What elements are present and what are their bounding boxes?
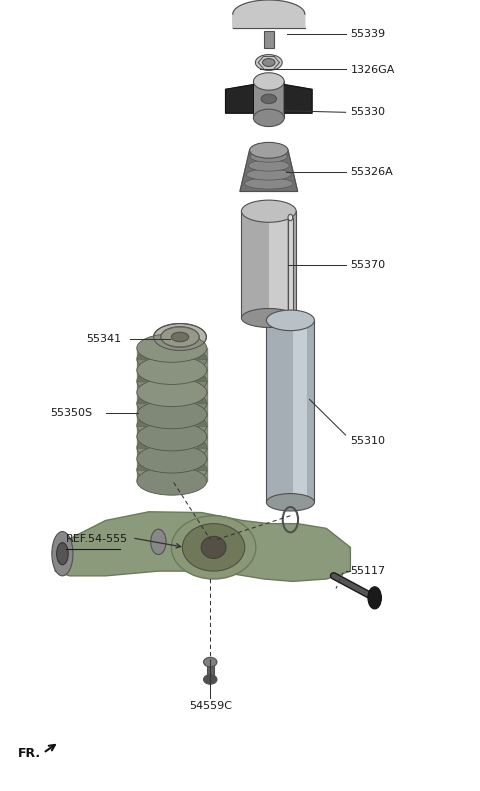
Text: 55310: 55310 xyxy=(350,436,385,445)
Bar xyxy=(266,320,314,502)
Ellipse shape xyxy=(248,160,289,171)
Ellipse shape xyxy=(52,532,73,576)
Polygon shape xyxy=(240,150,298,191)
Text: 55330: 55330 xyxy=(350,108,385,117)
Text: FR.: FR. xyxy=(18,747,41,759)
Polygon shape xyxy=(284,85,312,113)
Ellipse shape xyxy=(137,467,207,495)
Bar xyxy=(253,81,284,118)
Bar xyxy=(207,662,214,679)
Ellipse shape xyxy=(244,178,293,189)
Ellipse shape xyxy=(137,334,207,362)
Ellipse shape xyxy=(171,516,256,579)
Ellipse shape xyxy=(161,327,199,347)
Ellipse shape xyxy=(266,494,314,511)
Ellipse shape xyxy=(137,389,207,418)
Ellipse shape xyxy=(368,587,382,609)
Ellipse shape xyxy=(288,214,293,221)
Ellipse shape xyxy=(137,367,207,396)
Text: 55341: 55341 xyxy=(86,334,121,343)
Ellipse shape xyxy=(263,59,275,66)
Ellipse shape xyxy=(250,151,288,162)
Ellipse shape xyxy=(253,109,284,127)
Bar xyxy=(288,218,293,316)
Ellipse shape xyxy=(151,529,166,554)
Ellipse shape xyxy=(137,345,207,373)
Ellipse shape xyxy=(154,324,206,350)
Ellipse shape xyxy=(204,675,217,684)
Ellipse shape xyxy=(137,433,207,462)
Text: 55370: 55370 xyxy=(350,260,385,270)
Text: 55339: 55339 xyxy=(350,29,385,39)
Ellipse shape xyxy=(182,524,245,571)
Text: 55326A: 55326A xyxy=(350,168,393,177)
Text: 55117: 55117 xyxy=(350,566,385,576)
Ellipse shape xyxy=(241,308,296,327)
Polygon shape xyxy=(233,0,305,28)
Ellipse shape xyxy=(204,657,217,667)
Bar xyxy=(293,320,307,502)
Bar xyxy=(264,31,274,48)
Text: 54559C: 54559C xyxy=(190,701,233,710)
Ellipse shape xyxy=(266,310,314,331)
Ellipse shape xyxy=(253,73,284,90)
Ellipse shape xyxy=(137,445,207,473)
Ellipse shape xyxy=(137,456,207,484)
Ellipse shape xyxy=(288,313,293,320)
Text: 1326GA: 1326GA xyxy=(350,65,395,74)
Ellipse shape xyxy=(261,94,276,104)
Text: REF.54-555: REF.54-555 xyxy=(66,535,128,544)
Ellipse shape xyxy=(250,142,288,158)
Ellipse shape xyxy=(137,411,207,440)
Polygon shape xyxy=(226,85,253,113)
Ellipse shape xyxy=(171,332,189,342)
Ellipse shape xyxy=(246,169,291,180)
Polygon shape xyxy=(55,512,350,581)
Ellipse shape xyxy=(137,422,207,451)
Text: 55350S: 55350S xyxy=(50,408,93,418)
Bar xyxy=(241,211,296,318)
Ellipse shape xyxy=(201,536,226,558)
Ellipse shape xyxy=(137,400,207,429)
Ellipse shape xyxy=(241,200,296,222)
Ellipse shape xyxy=(137,378,207,407)
Ellipse shape xyxy=(255,55,282,70)
Bar xyxy=(269,211,287,318)
Ellipse shape xyxy=(137,356,207,384)
Ellipse shape xyxy=(57,543,68,565)
